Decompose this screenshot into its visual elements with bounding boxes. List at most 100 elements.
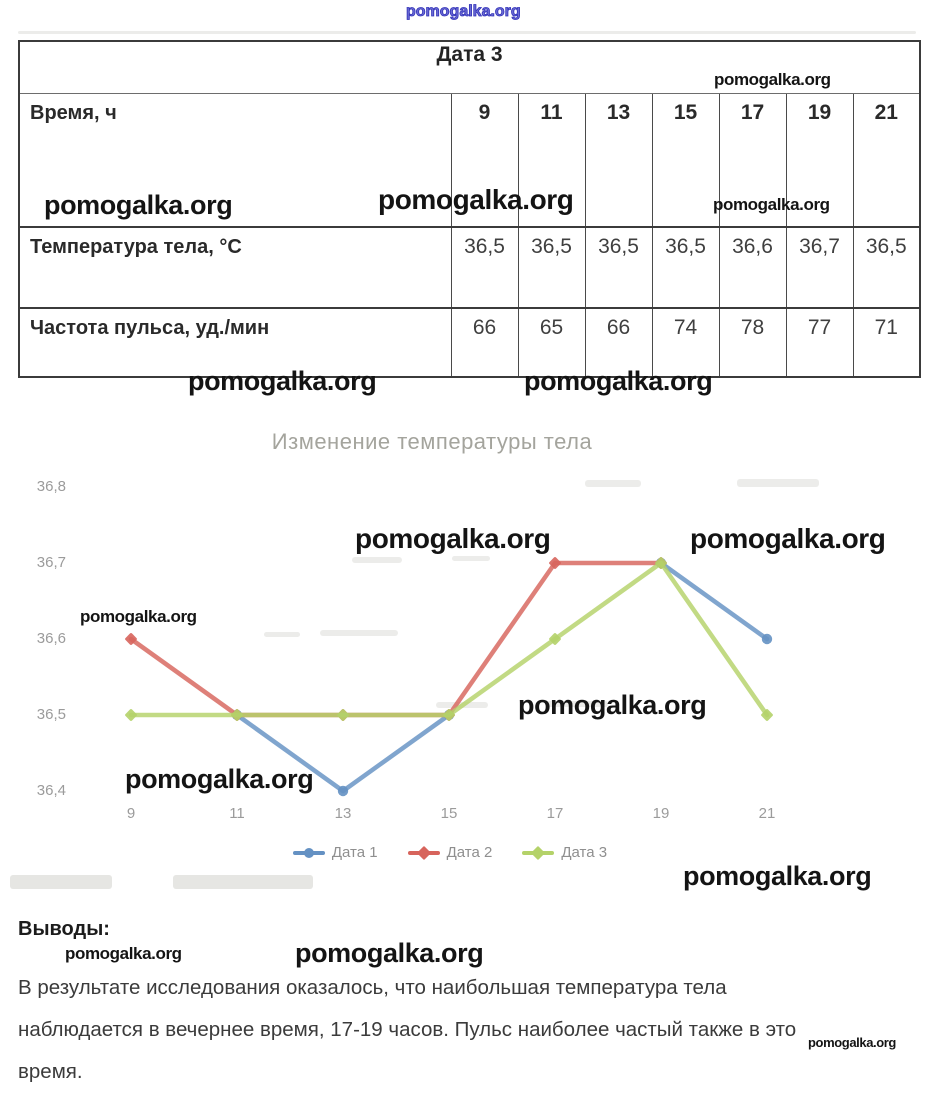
table-cell: 66	[584, 308, 652, 377]
chart-marker	[761, 709, 773, 721]
legend-marker-icon	[416, 845, 431, 860]
conclusions-paragraph: В результате исследования оказалось, что…	[18, 976, 918, 1095]
watermark: pomogalka.org	[406, 3, 521, 20]
table-cell: 19	[785, 93, 853, 228]
table-title: Дата 3	[19, 41, 920, 94]
y-axis-label: 36,8	[36, 478, 66, 495]
x-axis-label: 21	[758, 805, 776, 822]
conclusion-line: наблюдается в вечернее время, 17-19 часо…	[18, 1018, 797, 1041]
chart-marker	[443, 709, 455, 721]
scan-artifact	[320, 630, 398, 636]
chart-legend: Дата 1 Дата 2 Дата 3	[0, 844, 900, 861]
chart-marker	[655, 557, 667, 569]
legend-item: Дата 1	[292, 844, 378, 861]
scan-artifact	[264, 632, 300, 637]
table-cell: 66	[450, 308, 518, 377]
table-cell: 21	[852, 93, 920, 228]
legend-line-icon	[407, 845, 440, 860]
watermark: pomogalka.org	[65, 944, 182, 963]
chart-marker	[231, 709, 243, 721]
table-cell: 11	[517, 93, 585, 228]
table-cell: 36,5	[651, 227, 719, 309]
conclusion-line: время.	[18, 1060, 83, 1083]
row-label-pulse: Частота пульса, уд./мин	[30, 317, 270, 339]
scan-artifact	[737, 479, 819, 487]
chart-marker	[549, 557, 561, 569]
table-cell: 36,5	[450, 227, 518, 309]
row-label-temperature: Температура тела, °С	[19, 227, 451, 309]
scan-artifact	[18, 31, 916, 34]
legend-item: Дата 3	[522, 844, 607, 861]
watermark: pomogalka.org	[355, 523, 551, 554]
chart-marker	[125, 633, 137, 645]
chart-marker	[337, 785, 349, 797]
scan-artifact	[173, 875, 313, 889]
chart-marker	[443, 709, 455, 721]
chart-marker	[337, 709, 349, 721]
chart-line	[658, 560, 770, 642]
table-cell: 15	[651, 93, 719, 228]
x-axis-label: 11	[229, 805, 245, 822]
table-cell: 65	[517, 308, 585, 377]
chart-marker	[655, 557, 667, 569]
conclusion-line: В результате исследования оказалось, что…	[18, 976, 727, 999]
chart-marker	[125, 709, 137, 721]
scan-artifact	[352, 557, 402, 563]
legend-marker-icon	[531, 845, 546, 860]
x-axis-label: 13	[334, 805, 352, 822]
table-cell: 36,7	[785, 227, 853, 309]
chart-marker	[337, 709, 349, 721]
watermark: pomogalka.org	[295, 938, 484, 968]
table-cell: 9	[450, 93, 518, 228]
chart-marker	[443, 709, 455, 721]
table-cell: 13	[584, 93, 652, 228]
chart-title: Изменение температуры тела	[271, 429, 593, 454]
conclusions-heading: Выводы:	[18, 918, 110, 940]
table-cell: 17	[718, 93, 786, 228]
x-axis-label: 15	[440, 805, 458, 822]
watermark: pomogalka.org	[518, 690, 707, 720]
watermark: pomogalka.org	[714, 70, 831, 89]
y-axis-label: 36,5	[36, 706, 66, 723]
legend-label: Дата 3	[561, 844, 608, 861]
watermark: pomogalka.org	[524, 366, 713, 396]
legend-label: Дата 2	[446, 844, 493, 861]
y-axis-label: 36,7	[36, 554, 66, 571]
x-axis-label: 19	[652, 805, 670, 822]
scan-artifact	[10, 875, 112, 889]
chart-marker	[761, 633, 773, 645]
x-axis-label: 17	[546, 805, 564, 822]
y-axis-label: 36,6	[36, 630, 66, 647]
scan-artifact	[436, 702, 488, 708]
table-cell: 74	[651, 308, 719, 377]
watermark: pomogalka.org	[80, 607, 197, 626]
scan-artifact	[452, 556, 490, 561]
legend-line-icon	[292, 847, 325, 858]
legend-item: Дата 2	[407, 844, 493, 861]
legend-line-icon	[522, 845, 555, 860]
scan-artifact	[585, 480, 641, 487]
watermark: pomogalka.org	[125, 764, 314, 794]
results-table: Дата 3 Время, ч 9 11 13 15 17 19 21 Темп…	[18, 40, 921, 378]
watermark: pomogalka.org	[690, 523, 886, 554]
table-cell: 36,5	[517, 227, 585, 309]
watermark: pomogalka.org	[713, 195, 830, 214]
table-cell: 36,5	[852, 227, 920, 309]
table-cell: 36,5	[584, 227, 652, 309]
table-cell: 77	[785, 308, 853, 377]
y-axis-label: 36,4	[36, 782, 66, 799]
table-cell: 78	[718, 308, 786, 377]
table-cell: 36,6	[718, 227, 786, 309]
row-label-time: Время, ч	[19, 93, 451, 228]
watermark: pomogalka.org	[378, 184, 574, 215]
x-axis-label: 9	[126, 805, 136, 822]
table-cell: 71	[852, 308, 920, 377]
legend-label: Дата 1	[331, 844, 378, 861]
watermark: pomogalka.org	[808, 1035, 896, 1050]
chart-marker	[231, 709, 243, 721]
chart-marker	[231, 709, 243, 721]
chart-marker	[655, 557, 667, 569]
watermark: pomogalka.org	[44, 190, 233, 220]
chart-marker	[549, 633, 561, 645]
